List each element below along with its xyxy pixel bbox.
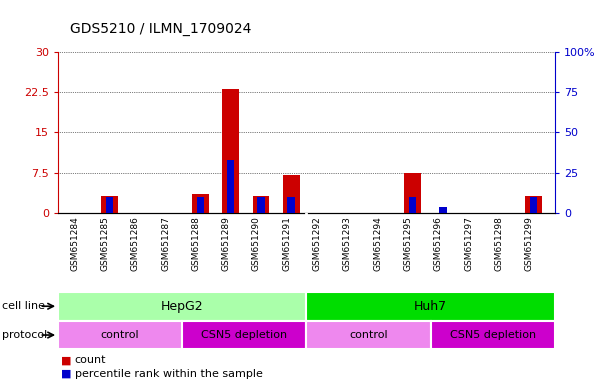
Text: HepG2: HepG2: [161, 300, 203, 313]
Bar: [404, 173, 421, 213]
Bar: [58, 292, 306, 321]
Text: GSM651291: GSM651291: [282, 216, 291, 271]
Bar: [288, 197, 295, 213]
Text: percentile rank within the sample: percentile rank within the sample: [75, 369, 262, 379]
Text: ■: ■: [61, 355, 71, 365]
Text: GSM651293: GSM651293: [343, 216, 352, 271]
Bar: [530, 197, 537, 213]
Text: GSM651296: GSM651296: [434, 216, 443, 271]
Text: GSM651288: GSM651288: [191, 216, 200, 271]
Bar: [227, 160, 235, 213]
Text: protocol: protocol: [2, 330, 47, 340]
Text: GSM651289: GSM651289: [222, 216, 231, 271]
Text: Huh7: Huh7: [414, 300, 447, 313]
Text: control: control: [101, 330, 139, 340]
Bar: [222, 89, 239, 213]
Text: GSM651287: GSM651287: [161, 216, 170, 271]
Bar: [192, 194, 209, 213]
Bar: [257, 197, 265, 213]
Text: GSM651294: GSM651294: [373, 216, 382, 271]
Text: GSM651286: GSM651286: [131, 216, 140, 271]
Text: GSM651299: GSM651299: [525, 216, 533, 271]
Text: GDS5210 / ILMN_1709024: GDS5210 / ILMN_1709024: [70, 23, 252, 36]
Bar: [525, 196, 542, 213]
Bar: [431, 321, 555, 349]
Text: GSM651285: GSM651285: [101, 216, 109, 271]
Text: GSM651297: GSM651297: [464, 216, 473, 271]
Text: ■: ■: [61, 369, 71, 379]
Text: cell line: cell line: [2, 301, 45, 311]
Text: GSM651298: GSM651298: [494, 216, 503, 271]
Text: CSN5 depletion: CSN5 depletion: [201, 330, 287, 340]
Text: GSM651295: GSM651295: [403, 216, 412, 271]
Text: GSM651290: GSM651290: [252, 216, 261, 271]
Bar: [197, 197, 204, 213]
Bar: [101, 196, 118, 213]
Text: control: control: [349, 330, 388, 340]
Bar: [306, 292, 555, 321]
Bar: [253, 196, 269, 213]
Bar: [106, 197, 113, 213]
Text: CSN5 depletion: CSN5 depletion: [450, 330, 536, 340]
Bar: [283, 175, 299, 213]
Text: count: count: [75, 355, 106, 365]
Bar: [182, 321, 306, 349]
Bar: [409, 197, 416, 213]
Text: GSM651284: GSM651284: [70, 216, 79, 271]
Bar: [306, 321, 431, 349]
Bar: [439, 207, 447, 213]
Text: GSM651292: GSM651292: [313, 216, 321, 271]
Bar: [58, 321, 182, 349]
